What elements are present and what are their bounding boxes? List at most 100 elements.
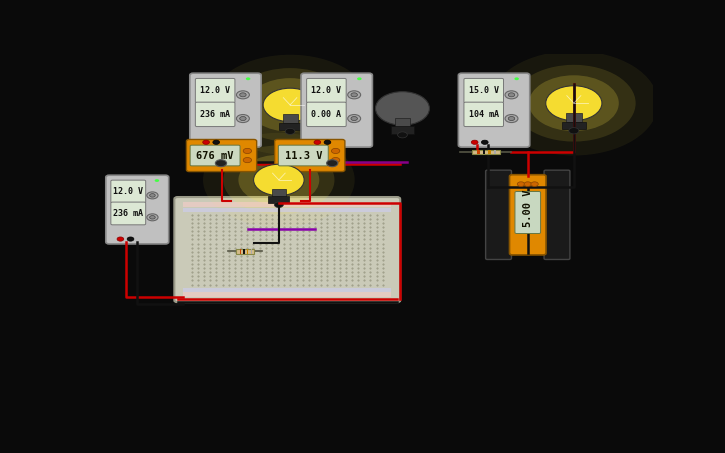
FancyBboxPatch shape — [190, 145, 240, 166]
Circle shape — [210, 55, 371, 155]
FancyBboxPatch shape — [268, 197, 289, 203]
FancyBboxPatch shape — [307, 102, 346, 126]
Circle shape — [254, 164, 304, 196]
FancyBboxPatch shape — [392, 126, 414, 134]
Bar — [183, 208, 392, 212]
Circle shape — [348, 115, 360, 123]
Circle shape — [348, 91, 360, 99]
FancyBboxPatch shape — [395, 118, 410, 127]
Text: 236 mA: 236 mA — [113, 209, 144, 218]
Circle shape — [326, 160, 338, 167]
Circle shape — [117, 237, 124, 241]
FancyBboxPatch shape — [190, 73, 261, 147]
Circle shape — [351, 93, 357, 97]
FancyBboxPatch shape — [566, 113, 581, 122]
Circle shape — [331, 148, 340, 154]
Circle shape — [512, 65, 636, 141]
FancyBboxPatch shape — [301, 73, 373, 147]
Circle shape — [357, 77, 362, 80]
Circle shape — [149, 193, 155, 197]
FancyBboxPatch shape — [275, 140, 345, 172]
Circle shape — [236, 91, 249, 99]
Circle shape — [240, 93, 247, 97]
Circle shape — [231, 68, 349, 142]
Circle shape — [515, 77, 519, 80]
FancyBboxPatch shape — [186, 140, 257, 172]
FancyBboxPatch shape — [562, 121, 586, 130]
Circle shape — [203, 133, 355, 227]
Bar — [183, 292, 392, 297]
Circle shape — [146, 214, 158, 221]
Text: 5.00 V: 5.00 V — [523, 189, 533, 226]
Circle shape — [546, 86, 602, 120]
Bar — [183, 202, 392, 207]
Text: 104 mA: 104 mA — [469, 110, 499, 119]
Circle shape — [213, 140, 220, 145]
Text: 236 mA: 236 mA — [200, 110, 230, 119]
Circle shape — [239, 155, 319, 205]
Circle shape — [263, 88, 317, 122]
Bar — [489, 150, 491, 154]
Bar — [477, 150, 479, 154]
Bar — [183, 288, 392, 292]
Text: 12.0 V: 12.0 V — [113, 187, 144, 196]
Text: 0.00 A: 0.00 A — [312, 110, 341, 119]
FancyBboxPatch shape — [174, 197, 400, 302]
Circle shape — [314, 140, 320, 145]
FancyBboxPatch shape — [195, 102, 235, 126]
Circle shape — [505, 91, 518, 99]
Circle shape — [471, 140, 478, 145]
FancyBboxPatch shape — [307, 78, 346, 103]
FancyBboxPatch shape — [486, 170, 511, 260]
Circle shape — [247, 78, 334, 132]
Text: 676 mV: 676 mV — [196, 150, 234, 160]
Circle shape — [505, 115, 518, 123]
Circle shape — [236, 115, 249, 123]
FancyBboxPatch shape — [111, 202, 146, 225]
Circle shape — [331, 158, 340, 163]
Circle shape — [529, 75, 618, 131]
FancyBboxPatch shape — [283, 114, 298, 123]
Circle shape — [508, 116, 515, 120]
Text: 12.0 V: 12.0 V — [200, 86, 230, 95]
Circle shape — [274, 202, 283, 207]
FancyBboxPatch shape — [279, 122, 302, 130]
FancyBboxPatch shape — [472, 150, 500, 154]
Circle shape — [376, 92, 429, 125]
Circle shape — [246, 77, 250, 80]
Text: 12.0 V: 12.0 V — [312, 86, 341, 95]
Circle shape — [517, 182, 525, 187]
FancyBboxPatch shape — [195, 78, 235, 103]
Circle shape — [203, 140, 210, 145]
FancyBboxPatch shape — [236, 249, 254, 254]
Circle shape — [215, 160, 227, 167]
Circle shape — [243, 148, 252, 154]
Circle shape — [149, 216, 155, 219]
Circle shape — [524, 182, 531, 187]
Circle shape — [531, 182, 538, 187]
Bar — [251, 249, 252, 254]
Circle shape — [127, 237, 134, 241]
Circle shape — [351, 116, 357, 120]
Circle shape — [397, 132, 407, 138]
Circle shape — [481, 140, 488, 145]
Circle shape — [243, 158, 252, 163]
FancyBboxPatch shape — [544, 170, 570, 260]
FancyBboxPatch shape — [458, 73, 530, 147]
FancyBboxPatch shape — [464, 78, 503, 103]
Circle shape — [489, 51, 658, 155]
FancyBboxPatch shape — [510, 175, 546, 255]
FancyBboxPatch shape — [515, 192, 541, 233]
Bar — [494, 150, 496, 154]
FancyBboxPatch shape — [111, 180, 146, 203]
Text: 15.0 V: 15.0 V — [469, 86, 499, 95]
Circle shape — [569, 128, 579, 134]
Circle shape — [154, 179, 160, 182]
Circle shape — [240, 116, 247, 120]
Bar — [239, 249, 241, 254]
Circle shape — [223, 145, 334, 214]
Circle shape — [146, 192, 158, 199]
Circle shape — [285, 128, 295, 135]
FancyBboxPatch shape — [464, 102, 503, 126]
FancyBboxPatch shape — [272, 188, 286, 197]
